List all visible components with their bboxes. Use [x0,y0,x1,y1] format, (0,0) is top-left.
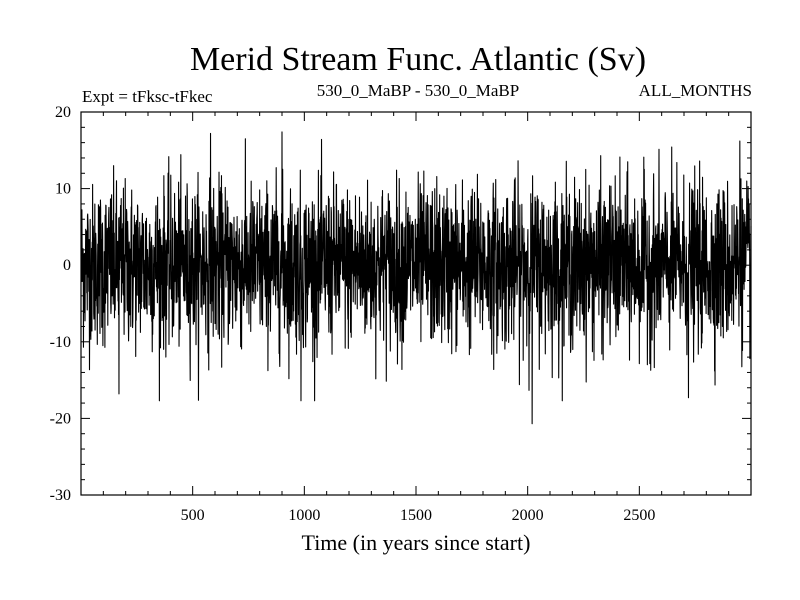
x-tick-label: 500 [181,507,205,524]
y-tick-label: -30 [50,487,71,504]
y-tick-label: 20 [55,104,71,121]
series-layer [80,131,752,425]
y-tick-label: -20 [50,410,71,427]
x-tick-label: 1000 [288,507,320,524]
y-tick-label: -10 [50,334,71,351]
x-tick-label: 1500 [400,507,432,524]
chart-title: Merid Stream Func. Atlantic (Sv) [190,41,646,78]
plot-frame [80,111,752,496]
period-label: 530_0_MaBP - 530_0_MaBP [317,81,519,100]
season-label: ALL_MONTHS [639,81,752,100]
x-axis-label: Time (in years since start) [302,530,531,555]
series-line [80,131,752,425]
y-tick-label: 10 [55,181,71,198]
y-tick-label: 0 [63,257,71,274]
experiment-label: Expt = tFksc-tFkec [82,87,213,106]
x-tick-label: 2000 [512,507,544,524]
x-tick-label: 2500 [623,507,655,524]
ticks-layer: 20 10 0 -10 -20 -30 500 1000 1500 2000 2500 [50,104,751,524]
